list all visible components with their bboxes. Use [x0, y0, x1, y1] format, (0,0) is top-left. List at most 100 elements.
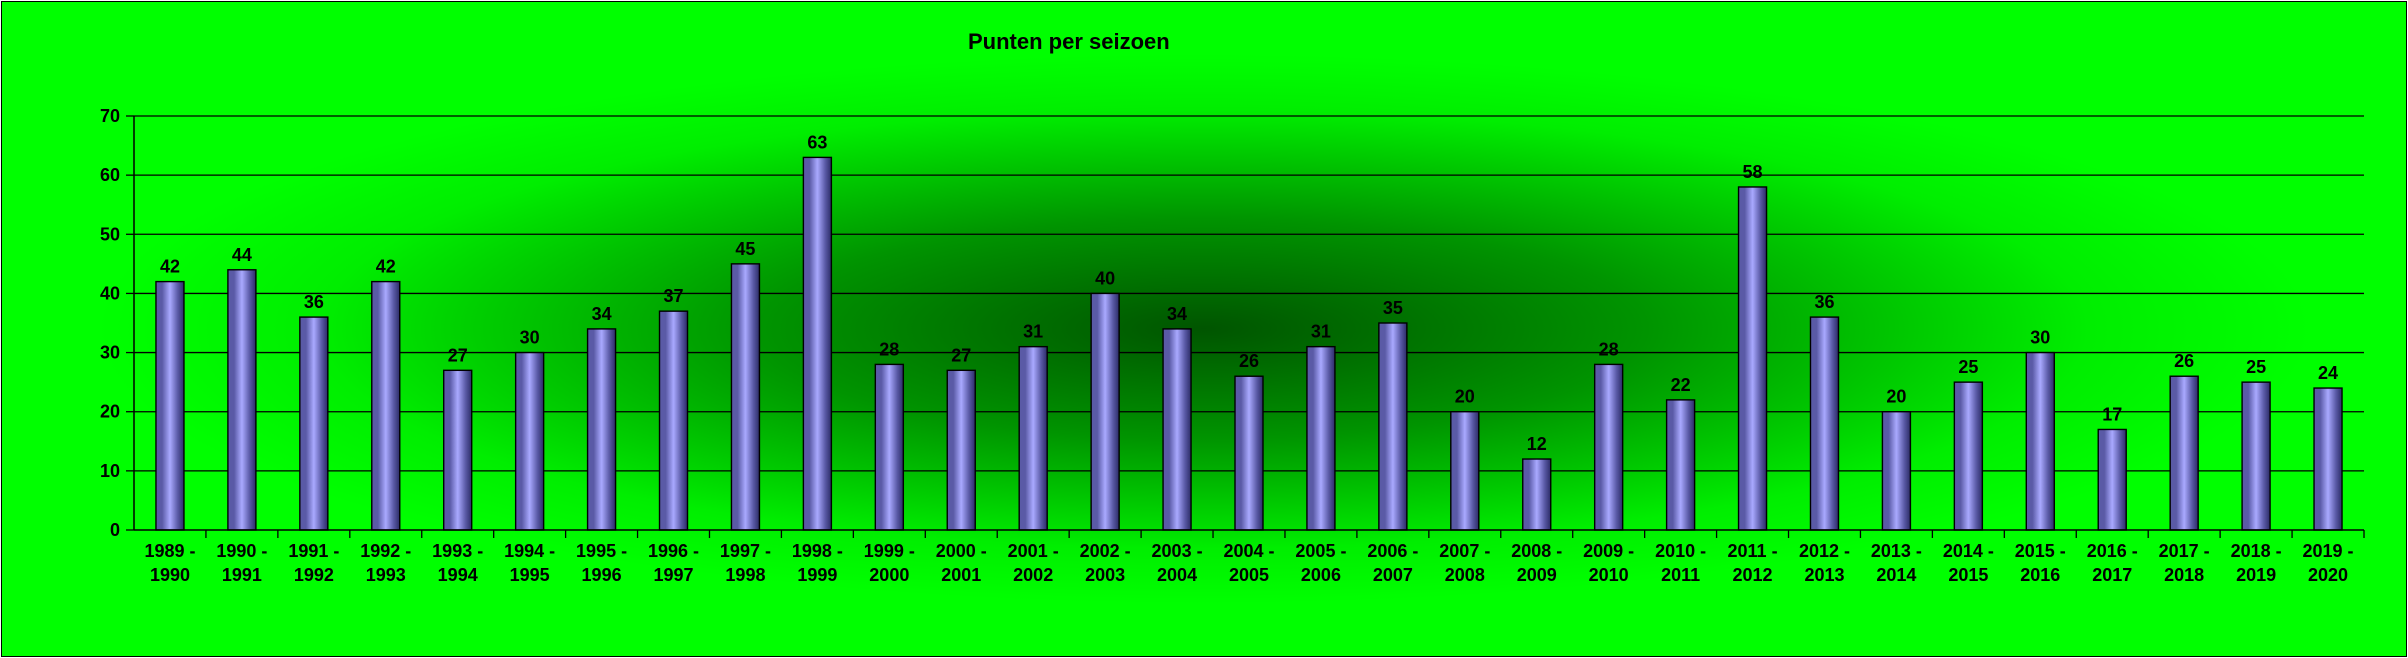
- data-label: 34: [1167, 304, 1187, 324]
- x-tick-label: 1999: [797, 565, 837, 585]
- y-tick-label: 30: [100, 343, 120, 363]
- bar: [155, 280, 185, 531]
- bar: [658, 310, 689, 531]
- x-tick-label: 2012: [1733, 565, 1773, 585]
- bar: [730, 263, 761, 531]
- x-tick-label: 1997: [653, 565, 693, 585]
- x-tick-label: 2009: [1517, 565, 1557, 585]
- y-tick-label: 40: [100, 283, 120, 303]
- x-tick-label: 2016: [2020, 565, 2060, 585]
- data-label: 42: [376, 257, 396, 277]
- bar: [2025, 351, 2055, 531]
- bar: [1234, 375, 1264, 531]
- bar: [1378, 322, 1408, 531]
- x-tick-label: 2019: [2236, 565, 2276, 585]
- data-label: 27: [448, 345, 468, 365]
- x-tick-label: 2018: [2164, 565, 2204, 585]
- x-tick-label: 1998 -: [792, 541, 843, 561]
- x-tick-label: 1996 -: [648, 541, 699, 561]
- x-tick-label: 1989 -: [144, 541, 195, 561]
- data-label: 31: [1311, 322, 1331, 342]
- bar: [1162, 328, 1192, 531]
- bar: [586, 328, 617, 531]
- data-label: 28: [1599, 339, 1619, 359]
- data-label: 36: [1814, 292, 1834, 312]
- x-tick-label: 2011: [1661, 565, 1700, 585]
- data-label: 24: [2318, 363, 2338, 383]
- x-tick-label: 2010 -: [1655, 541, 1706, 561]
- x-tick-label: 1999 -: [864, 541, 915, 561]
- x-tick-label: 2002: [1013, 565, 1053, 585]
- data-label: 36: [304, 292, 324, 312]
- x-tick-label: 2017 -: [2159, 541, 2210, 561]
- x-tick-label: 1990 -: [216, 541, 267, 561]
- x-tick-label: 2016 -: [2087, 541, 2138, 561]
- x-tick-label: 1995: [510, 565, 550, 585]
- x-tick-label: 2003 -: [1152, 541, 1203, 561]
- data-label: 42: [160, 257, 180, 277]
- x-tick-label: 1994 -: [504, 541, 555, 561]
- x-tick-label: 2000 -: [936, 541, 987, 561]
- x-tick-label: 1995 -: [576, 541, 627, 561]
- data-label: 12: [1527, 434, 1547, 454]
- bar: [1593, 363, 1624, 531]
- y-tick-label: 50: [100, 224, 120, 244]
- data-label: 37: [664, 286, 684, 306]
- x-tick-label: 2013: [1804, 565, 1844, 585]
- y-tick-label: 10: [100, 461, 120, 481]
- x-tick-label: 2019 -: [2303, 541, 2354, 561]
- bar: [1522, 458, 1552, 531]
- x-tick-label: 2002 -: [1080, 541, 1131, 561]
- data-label: 25: [2246, 357, 2266, 377]
- data-label: 30: [2030, 328, 2050, 348]
- data-label: 34: [592, 304, 612, 324]
- x-tick-label: 2013 -: [1871, 541, 1922, 561]
- data-label: 63: [807, 132, 827, 152]
- x-tick-label: 1998: [725, 565, 765, 585]
- x-tick-label: 2006: [1301, 565, 1341, 585]
- x-tick-label: 2005: [1229, 565, 1269, 585]
- x-tick-label: 2020: [2308, 565, 2348, 585]
- x-tick-label: 2017: [2092, 565, 2132, 585]
- x-tick-label: 2015 -: [2015, 541, 2066, 561]
- data-label: 20: [1886, 387, 1906, 407]
- x-tick-label: 2004: [1157, 565, 1197, 585]
- x-tick-label: 1996: [582, 565, 622, 585]
- y-tick-label: 20: [100, 402, 120, 422]
- x-tick-label: 1991 -: [288, 541, 339, 561]
- bar: [1953, 381, 1984, 531]
- chart-title: Punten per seizoen: [968, 29, 1170, 54]
- bar: [227, 269, 257, 531]
- data-label: 26: [2174, 351, 2194, 371]
- y-tick-label: 60: [100, 165, 120, 185]
- bar: [371, 280, 401, 531]
- y-tick-label: 0: [110, 520, 120, 540]
- bar: [299, 316, 329, 531]
- x-tick-label: 2001: [941, 565, 981, 585]
- x-tick-label: 2001 -: [1008, 541, 1059, 561]
- bar: [514, 351, 545, 531]
- x-tick-label: 2018 -: [2231, 541, 2282, 561]
- x-tick-label: 2015: [1948, 565, 1988, 585]
- x-tick-label: 1994: [438, 565, 478, 585]
- bar: [1809, 316, 1840, 531]
- x-tick-label: 2007: [1373, 565, 1413, 585]
- x-tick-label: 2008 -: [1511, 541, 1562, 561]
- x-tick-label: 1992 -: [360, 541, 411, 561]
- bar: [2169, 375, 2199, 531]
- x-tick-label: 2011 -: [1728, 541, 1778, 561]
- data-label: 35: [1383, 298, 1403, 318]
- x-tick-label: 2014: [1876, 565, 1916, 585]
- bar: [874, 363, 905, 531]
- bar: [1306, 345, 1336, 531]
- x-tick-label: 1997 -: [720, 541, 771, 561]
- data-label: 17: [2102, 404, 2122, 424]
- data-label: 30: [520, 328, 540, 348]
- bar: [1881, 411, 1912, 531]
- bar: [2241, 381, 2271, 531]
- bar: [946, 369, 976, 531]
- data-label: 26: [1239, 351, 1259, 371]
- x-tick-label: 1993: [366, 565, 406, 585]
